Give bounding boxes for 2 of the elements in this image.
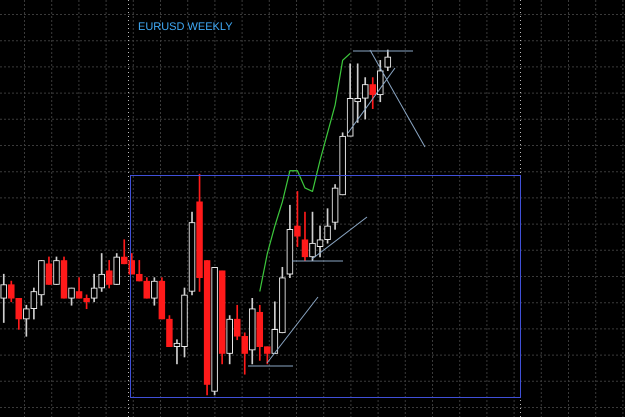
chart-title: EURUSD WEEKLY (138, 21, 233, 33)
candlestick (294, 191, 301, 247)
